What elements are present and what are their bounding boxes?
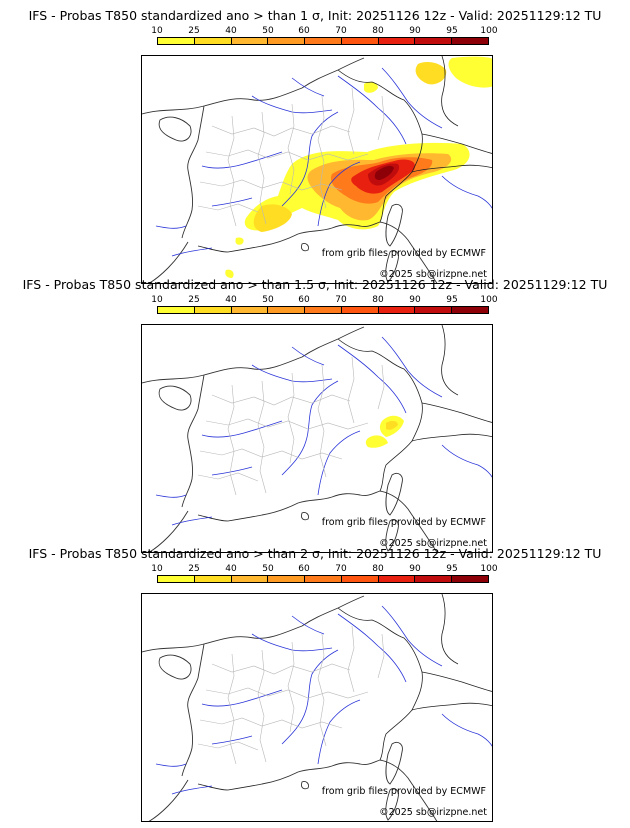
legend-tick: 90 [409, 564, 421, 574]
country-borders [197, 56, 492, 253]
source-credit: from grib files provided by ECMWF [321, 517, 486, 528]
legend-swatch [378, 576, 416, 582]
admin-boundaries [197, 625, 385, 765]
legend-tick: 25 [188, 295, 200, 305]
source-credit: from grib files provided by ECMWF [321, 248, 486, 259]
legend-tick: 10 [151, 26, 163, 36]
legend-tick: 70 [335, 295, 347, 305]
legend-swatch [415, 307, 453, 313]
legend-tick: 90 [409, 26, 421, 36]
copyright-credit: ©2025 sb@irizpne.net [379, 807, 487, 818]
france-map [142, 594, 492, 821]
legend-swatch [158, 307, 195, 313]
legend-tick: 95 [446, 26, 458, 36]
legend-swatch [231, 307, 269, 313]
legend-swatch [415, 38, 453, 44]
source-credit: from grib files provided by ECMWF [321, 786, 486, 797]
legend-color-bar [157, 575, 489, 583]
probability-field [225, 56, 492, 278]
legend-swatch [305, 576, 342, 582]
legend-swatch [158, 576, 195, 582]
france-map [142, 56, 492, 283]
legend-tick: 40 [225, 564, 237, 574]
copyright-credit: ©2025 sb@irizpne.net [379, 269, 487, 280]
panel-title: IFS - Probas T850 standardized ano > tha… [28, 546, 602, 561]
legend-tick: 100 [480, 26, 498, 36]
rivers [155, 336, 492, 526]
legend-swatch [452, 307, 489, 313]
legend-swatch [194, 38, 232, 44]
legend-tick: 50 [262, 295, 274, 305]
legend-tick: 40 [225, 26, 237, 36]
legend-color-bar [157, 306, 489, 314]
legend-swatch [268, 38, 306, 44]
legend-tick: 10 [151, 564, 163, 574]
map-panel-3: IFS - Probas T850 standardized ano > tha… [0, 546, 630, 822]
probability-field [365, 415, 404, 448]
legend-swatch [194, 576, 232, 582]
legend-swatch [452, 576, 489, 582]
legend-tick: 60 [298, 295, 310, 305]
legend-tick: 60 [298, 564, 310, 574]
coastline [142, 595, 438, 821]
rivers [155, 605, 492, 795]
map-frame[interactable]: from grib files provided by ECMWF ©2025 … [141, 55, 493, 284]
legend-tick: 50 [262, 564, 274, 574]
legend-swatch [194, 307, 232, 313]
legend-swatch [341, 38, 379, 44]
legend-swatch [341, 576, 379, 582]
legend-tick: 80 [372, 295, 384, 305]
legend-tick: 100 [480, 564, 498, 574]
map-frame[interactable]: from grib files provided by ECMWF ©2025 … [141, 593, 493, 822]
country-borders [197, 325, 492, 522]
color-legend: 10 25 40 50 60 70 80 90 95 100 [151, 295, 498, 323]
copyright-credit: ©2025 sb@irizpne.net [379, 538, 487, 549]
legend-tick: 95 [446, 295, 458, 305]
legend-swatch [231, 576, 269, 582]
legend-swatch [378, 307, 416, 313]
legend-tick: 100 [480, 295, 498, 305]
legend-tick: 70 [335, 564, 347, 574]
legend-tick: 90 [409, 295, 421, 305]
legend-swatch [268, 307, 306, 313]
france-map [142, 325, 492, 552]
admin-boundaries [197, 356, 385, 496]
country-borders [197, 594, 492, 791]
legend-swatch [268, 576, 306, 582]
legend-tick: 60 [298, 26, 310, 36]
legend-swatch [305, 307, 342, 313]
legend-tick: 70 [335, 26, 347, 36]
coastline [142, 57, 438, 283]
legend-tick: 10 [151, 295, 163, 305]
legend-swatch [305, 38, 342, 44]
legend-color-bar [157, 37, 489, 45]
legend-tick: 80 [372, 26, 384, 36]
legend-swatch [415, 576, 453, 582]
map-panel-2: IFS - Probas T850 standardized ano > tha… [0, 277, 630, 553]
map-frame[interactable]: from grib files provided by ECMWF ©2025 … [141, 324, 493, 553]
legend-swatch [341, 307, 379, 313]
legend-tick: 50 [262, 26, 274, 36]
legend-tick: 80 [372, 564, 384, 574]
panel-title: IFS - Probas T850 standardized ano > tha… [22, 277, 608, 292]
legend-swatch [452, 38, 489, 44]
legend-swatch [158, 38, 195, 44]
color-legend: 10 25 40 50 60 70 80 90 95 100 [151, 564, 498, 592]
legend-tick: 25 [188, 564, 200, 574]
coastline [142, 326, 438, 552]
color-legend: 10 25 40 50 60 70 80 90 95 100 [151, 26, 498, 54]
legend-tick: 95 [446, 564, 458, 574]
legend-tick: 25 [188, 26, 200, 36]
panel-title: IFS - Probas T850 standardized ano > tha… [28, 8, 602, 23]
legend-swatch [378, 38, 416, 44]
admin-boundaries [197, 87, 385, 227]
legend-swatch [231, 38, 269, 44]
legend-tick: 40 [225, 295, 237, 305]
map-panel-1: IFS - Probas T850 standardized ano > tha… [0, 8, 630, 284]
